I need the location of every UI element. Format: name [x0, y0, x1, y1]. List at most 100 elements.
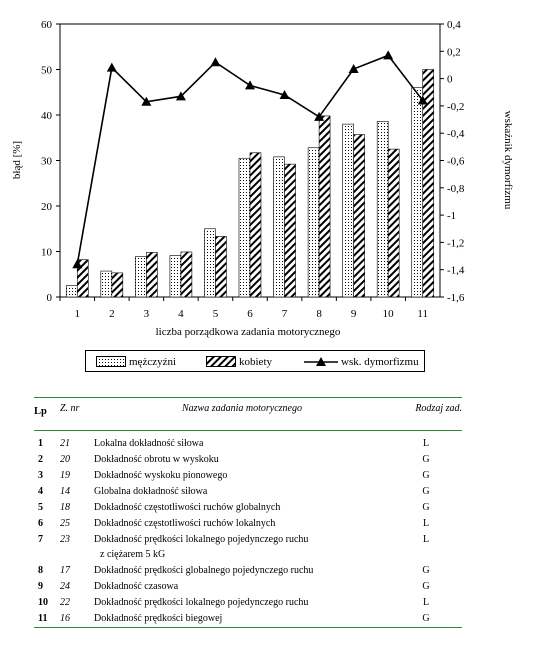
cell-name: Dokładność czasowa: [94, 581, 390, 597]
dimorphism-marker: [175, 91, 186, 101]
y-tick-label: 0: [47, 292, 53, 304]
cell-nr: 25: [60, 518, 70, 529]
bar-women: [249, 152, 262, 298]
task-name: Globalna dokładność siłowa: [94, 486, 208, 497]
bar-men: [204, 228, 216, 298]
cell-lp: 5: [38, 502, 43, 513]
task-name: Dokładność wyskoku pionowego: [94, 470, 228, 481]
task-name: Dokładność obrotu w wyskoku: [94, 454, 219, 465]
cell-type: G: [390, 613, 462, 628]
legend-item-men: mężczyźni: [96, 355, 176, 368]
cell-type: L: [422, 438, 430, 449]
y-axis-label: błąd [%]: [11, 141, 23, 179]
table-row: 7 23 Dokładność prędkości lokalnego pojedy…: [34, 534, 462, 565]
bar-men: [238, 157, 251, 298]
legend-label-dimorphism: wsk. dymorfizmu: [341, 355, 419, 368]
dimorphism-line-group: [72, 50, 428, 269]
cell-name: Dokładność wyskoku pionowego: [94, 470, 390, 486]
x-tick-label: 3: [144, 308, 150, 320]
task-name: Dokładność prędkości globalnego pojedync…: [94, 565, 314, 576]
bar-men: [342, 123, 354, 298]
table-row: 11 16 Dokładność prędkości biegowej G: [34, 613, 462, 628]
header-type: Rodzaj zad.: [390, 397, 462, 431]
legend-item-dimorphism: wsk. dymorfizmu: [304, 355, 419, 368]
bar-women: [146, 252, 158, 298]
cell-lp: 4: [38, 486, 43, 497]
cell-name: Dokładność prędkości biegowej: [94, 613, 390, 628]
bars-group: [65, 69, 435, 298]
cell-type: G: [422, 502, 430, 513]
table-row: 8 17 Dokładność prędkości globalnego pojed…: [34, 565, 462, 581]
bar-men: [65, 285, 78, 298]
y-tick-label: 20: [41, 201, 53, 213]
bar-women: [180, 251, 193, 298]
y-tick-label: 40: [41, 110, 53, 122]
x-axis-ticks: 1 2 3 4 5 6 7 8 9 10 11: [59, 297, 428, 320]
x-tick-label: 2: [109, 308, 115, 320]
x-axis-label: liczba porządkowa zadania motorycznego: [156, 326, 341, 338]
cell-lp: 1: [38, 438, 43, 449]
y2-tick-label: -1,2: [447, 237, 464, 249]
dimorphism-marker: [245, 80, 255, 90]
cell-lp: 11: [34, 613, 60, 628]
x-tick-label: 9: [351, 308, 357, 320]
cell-lp: 3: [38, 470, 43, 481]
legend-label-women: kobiety: [239, 355, 272, 368]
cell-name: Dokładność częstotliwości ruchów lokalny…: [94, 518, 390, 534]
y-tick-label: 60: [41, 19, 53, 31]
table-row: 6 25 Dokładność częstotliwości ruchów loka…: [34, 518, 462, 534]
y2-tick-label: 0: [447, 74, 453, 86]
x-tick-label: 8: [316, 308, 322, 320]
table-header-row: Lp Z. nr Nazwa zadania motorycznego Rodz…: [34, 397, 462, 431]
bar-women: [76, 259, 89, 298]
dimorphism-marker: [210, 57, 221, 67]
task-name: Dokładność prędkości lokalnego pojedyncz…: [94, 534, 309, 545]
cell-type: G: [422, 454, 430, 465]
cell-type: G: [422, 470, 430, 481]
y2-tick-label: -0,4: [447, 128, 465, 140]
table-row: 3 19 Dokładność wyskoku pionowego G: [34, 470, 462, 486]
cell-nr: 17: [60, 565, 70, 576]
x-tick-label: 10: [383, 308, 395, 320]
cell-nr: 19: [60, 470, 70, 481]
task-name: Dokładność prędkości biegowej: [94, 613, 223, 624]
x-tick-label: 1: [75, 308, 81, 320]
cell-name: Dokładność prędkości lokalnego pojedyncz…: [94, 597, 390, 613]
legend-item-women: kobiety: [206, 355, 272, 368]
y2-tick-label: -1,6: [447, 292, 465, 304]
cell-name: Dokładność obrotu w wyskoku: [94, 454, 390, 470]
y2-tick-label: 0,2: [447, 46, 461, 58]
dimorphism-marker: [314, 111, 325, 121]
bar-women: [422, 69, 435, 298]
bar-women: [284, 163, 296, 298]
dimorphism-marker: [141, 96, 152, 106]
bar-men: [100, 270, 113, 298]
cell-lp: 7: [38, 534, 43, 545]
y-tick-label: 50: [41, 65, 53, 77]
y2-tick-label: -1: [447, 210, 456, 222]
x-tick-label: 11: [417, 308, 428, 320]
y-axis-right-ticks: -1,6 -1,4 -1,2 -1 -0,8 -0,6 -0,4 -0,2 0 0,2 0,4: [440, 19, 465, 304]
cell-nr: 20: [60, 454, 70, 465]
legend-label-men: mężczyźni: [129, 355, 177, 368]
table-row: 5 18 Dokładność częstotliwości ruchów glob…: [34, 502, 462, 518]
cell-name: Dokładność częstotliwości ruchów globaln…: [94, 502, 390, 518]
x-tick-label: 5: [213, 308, 219, 320]
cell-type: G: [422, 581, 430, 592]
task-name: Lokalna dokładność siłowa: [94, 438, 204, 449]
cell-type: G: [422, 565, 430, 576]
legend-swatch-hatch: [206, 356, 236, 367]
cell-name: Globalna dokładność siłowa: [94, 486, 390, 502]
cell-nr: 21: [60, 438, 70, 449]
task-name: Dokładność częstotliwości ruchów lokalny…: [94, 518, 276, 529]
table-body: 1 21 Lokalna dokładność siłowa L 2 20 Dokładno…: [34, 431, 462, 628]
x-tick-label: 6: [247, 308, 253, 320]
y2-axis-label: wskaźnik dymorfizmu: [502, 111, 514, 210]
cell-type: L: [422, 534, 430, 545]
bar-women: [111, 272, 124, 298]
cell-lp: 6: [38, 518, 43, 529]
legend-swatch-dots: [96, 356, 126, 367]
bar-men: [135, 256, 147, 298]
dimorphism-marker: [383, 50, 394, 60]
